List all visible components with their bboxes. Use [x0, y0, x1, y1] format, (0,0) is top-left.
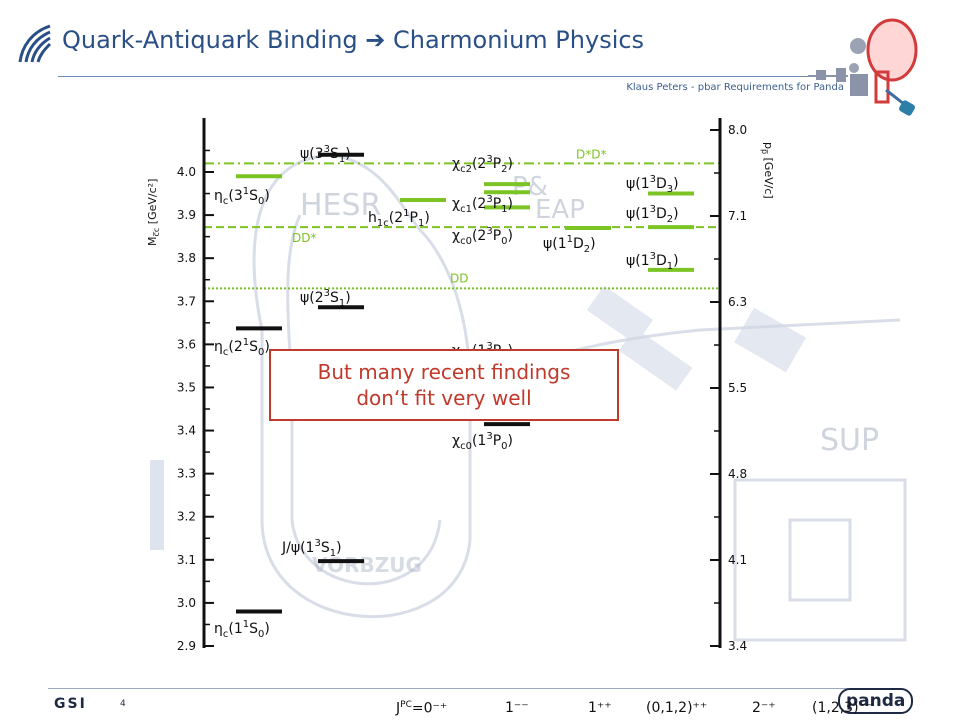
callout-line-1: But many recent findings: [317, 360, 571, 384]
hesr-inner-track: [286, 214, 442, 586]
right-tick-label: 7.1: [728, 209, 747, 223]
level-label-psi-2S: ψ(23S1): [300, 288, 351, 309]
left-tick-label: 3.1: [177, 553, 196, 567]
right-tick-label: 5.5: [728, 381, 747, 395]
vorbzug-map-label: VORBZUG: [312, 553, 422, 577]
building-inner: [788, 518, 852, 602]
left-tick-label: 3.7: [177, 294, 196, 308]
facility-block-2: [618, 327, 693, 391]
level-label-h1c-2P: h1c(21P1): [368, 208, 430, 229]
level-label-eta-c-1S: ηc(11S0): [214, 619, 270, 640]
right-tick-label: 3.4: [728, 639, 747, 653]
level-label-eta-c-2S: ηc(21S0): [214, 337, 270, 358]
threshold-label: DD*: [292, 231, 316, 245]
jpc-label-3: (0,1,2)⁺⁺: [646, 700, 708, 716]
level-label-psi-1D2: ψ(11D2): [543, 234, 596, 255]
threshold-label: DD: [450, 271, 468, 285]
jpc-label-0: JPC=0⁻⁺: [396, 700, 448, 717]
slide-title: Quark-Antiquark Binding ➔ Charmonium Phy…: [62, 26, 645, 54]
right-tick-label: 6.3: [728, 295, 747, 309]
left-tick-label: 4.0: [177, 165, 196, 179]
hesr-ring: [252, 153, 472, 619]
left-tick-label: 3.2: [177, 510, 196, 524]
level-label-chi-c1-2P: χc1(23P1): [452, 194, 513, 215]
facility-block-4: [150, 460, 164, 550]
right-tick-label: 4.1: [728, 553, 747, 567]
building-outline: [733, 478, 907, 642]
level-label-psi-1D1: ψ(13D1): [626, 251, 679, 272]
jpc-label-4: 2⁻⁺: [752, 700, 776, 716]
left-tick-label: 3.0: [177, 596, 196, 610]
left-tick-label: 3.3: [177, 467, 196, 481]
level-label-chi-c0-2P: χc0(23P0): [452, 226, 513, 247]
level-label-psi-1D3: ψ(13D3): [626, 174, 679, 195]
panda-logo: panda: [838, 688, 914, 714]
facility-block-3: [734, 307, 806, 373]
slide-subtitle: Klaus Peters - pbar Requirements for Pan…: [626, 82, 844, 93]
pp-map-label: P&: [512, 172, 548, 202]
jpc-label-1: 1⁻⁻: [505, 700, 529, 716]
title-divider: [58, 76, 848, 77]
level-label-jpsi-1S: J/ψ(13S1): [281, 538, 342, 559]
footer-divider: [48, 688, 848, 689]
level-label-psi-3S: ψ(33S1): [300, 144, 351, 165]
level-label-eta-c-3S: ηc(31S0): [214, 186, 270, 207]
level-label-psi-1D2b: ψ(13D2): [626, 204, 679, 225]
hesr-map-label: HESR: [300, 188, 381, 223]
right-axis-title: pp̅ [GeV/c]: [760, 142, 775, 199]
sup-map-label: SUP: [820, 423, 879, 458]
threshold-label: D*D*: [576, 147, 606, 161]
jpc-label-2: 1⁺⁺: [588, 700, 612, 716]
heap-map-label: EAP: [535, 195, 585, 225]
left-tick-label: 3.9: [177, 208, 196, 222]
gsi-arc-logo-icon: [18, 24, 52, 63]
left-tick-label: 3.6: [177, 337, 196, 351]
gsi-logo: GSI: [54, 696, 87, 712]
right-tick-label: 8.0: [728, 123, 747, 137]
left-tick-label: 2.9: [177, 639, 196, 653]
jpc-label-5: (1,2,3)⁻⁻: [812, 700, 874, 716]
findings-callout: But many recent findings don‘t fit very …: [269, 349, 619, 421]
left-tick-label: 3.4: [177, 424, 196, 438]
left-tick-label: 3.5: [177, 380, 196, 394]
panda-mascot-icon: [808, 18, 918, 116]
right-tick-label: 4.8: [728, 467, 747, 481]
page-number: 4: [120, 699, 126, 709]
left-tick-label: 3.8: [177, 251, 196, 265]
left-axis-title: Mc̅c [GeV/c²]: [146, 179, 161, 246]
callout-line-2: don‘t fit very well: [356, 386, 532, 410]
level-label-chi-c2-2P: χc2(23P2): [452, 154, 513, 175]
level-label-chi-c0-1P: χc0(13P0): [452, 431, 513, 452]
